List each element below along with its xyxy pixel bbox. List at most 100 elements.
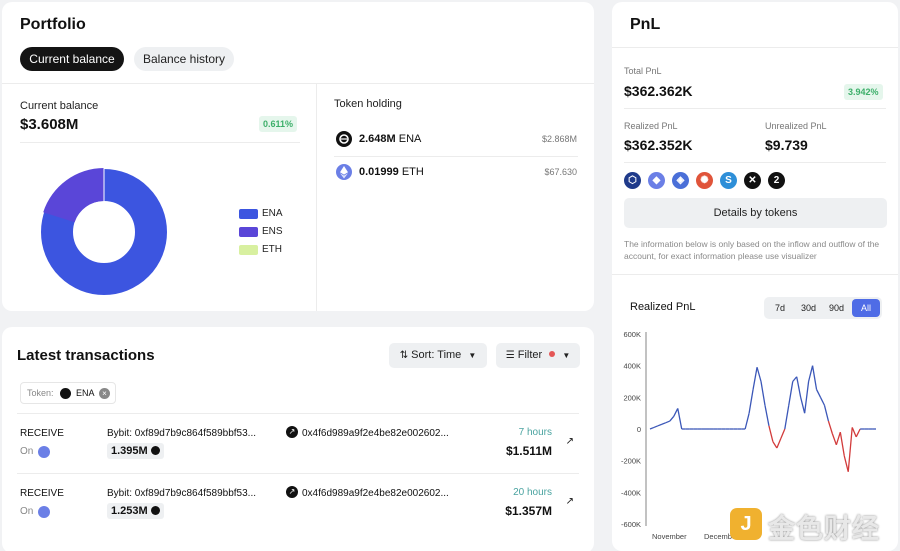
realized-pnl-value: $362.352K	[624, 137, 693, 153]
tab-all[interactable]: All	[852, 299, 880, 317]
tx-to-address[interactable]: 0x4f6d989a9f2e4be82e002602...	[302, 428, 449, 439]
mantle-icon[interactable]: ✺	[696, 172, 713, 189]
divider	[17, 473, 579, 474]
series-line-segment	[772, 441, 778, 449]
token-filter-value: ENA	[76, 388, 95, 398]
arrow-right-icon: ↗	[286, 426, 298, 438]
holding-symbol: ETH	[401, 166, 424, 178]
series-line-segment	[764, 405, 770, 426]
series-line-segment	[811, 365, 818, 390]
legend-label-ena: ENA	[262, 208, 283, 219]
external-link-icon[interactable]: ↗	[565, 436, 574, 447]
eth-icon	[38, 446, 50, 458]
tab-7d[interactable]: 7d	[774, 303, 785, 313]
holding-ena[interactable]: 2.648M ENA	[359, 133, 421, 145]
divider	[624, 162, 886, 163]
divider	[612, 47, 898, 48]
y-tick-label: 400K	[623, 362, 641, 371]
tx-amount: 1.395M	[107, 443, 164, 459]
filter-button[interactable]: ☰ Filter ▼	[496, 343, 580, 368]
x-icon[interactable]: ✕	[744, 172, 761, 189]
transactions-title: Latest transactions	[17, 347, 155, 364]
details-by-tokens-button[interactable]: Details by tokens	[624, 198, 887, 228]
token-filter-chip[interactable]: Token: ENA ×	[20, 382, 116, 404]
sort-button[interactable]: ⇅ Sort: Time ▼	[389, 343, 487, 368]
series-line-segment	[827, 420, 834, 434]
chevron-down-icon: ▼	[562, 351, 571, 360]
ena-icon	[150, 506, 160, 515]
total-pnl-label: Total PnL	[624, 66, 662, 76]
realized-pnl-chart-title: Realized PnL	[630, 301, 696, 313]
tx-amount: 1.253M	[107, 503, 164, 519]
table-row[interactable]: RECEIVE On Bybit: 0xf89d7b9c864f589bbf53…	[2, 474, 594, 532]
chainlink-icon[interactable]: ⬡	[624, 172, 641, 189]
tab-90d[interactable]: 90d	[828, 303, 845, 313]
fantom-icon[interactable]: ◈	[672, 172, 689, 189]
series-line-segment	[669, 415, 675, 422]
y-tick-label: 200K	[623, 393, 641, 402]
series-line-segment	[673, 408, 679, 417]
legend-swatch-eth	[239, 245, 258, 255]
series-line-segment	[819, 397, 826, 406]
series-line-segment	[847, 427, 853, 472]
donut-slice-ens	[43, 168, 104, 223]
current-balance-label: Current balance	[20, 100, 99, 112]
filter-active-dot	[549, 351, 556, 357]
ena-icon	[60, 388, 71, 399]
series-line-segment	[851, 427, 857, 438]
ena-icon	[336, 131, 352, 147]
series-line-segment	[665, 420, 671, 424]
series-line-segment	[760, 381, 766, 406]
tx-to-address[interactable]: 0x4f6d989a9f2e4be82e002602...	[302, 488, 449, 499]
legend-label-eth: ETH	[262, 244, 282, 255]
y-tick-label: 600K	[623, 330, 641, 339]
series-line-segment	[855, 428, 861, 438]
holding-amount: 2.648M	[359, 133, 396, 145]
close-icon[interactable]: ×	[99, 388, 110, 399]
eth-icon	[38, 506, 50, 518]
tx-on-label: On	[20, 506, 34, 517]
pnl-note: The information below is only based on t…	[624, 239, 880, 261]
tx-amount-value: 1.395M	[111, 445, 148, 457]
series-line-segment	[792, 376, 798, 382]
series-line-segment	[752, 367, 758, 390]
eth-icon[interactable]: ◆	[648, 172, 665, 189]
y-tick-label: -600K	[621, 520, 641, 529]
tx-time: 7 hours	[518, 427, 552, 438]
divider	[17, 413, 579, 414]
series-line-segment	[649, 426, 655, 430]
divider	[334, 156, 578, 157]
eth-icon	[336, 164, 352, 180]
portfolio-card: Portfolio Current balance Balance histor…	[2, 2, 594, 311]
more-tokens-count[interactable]: 2	[768, 172, 785, 189]
tx-time: 20 hours	[513, 487, 552, 498]
holding-eth[interactable]: 0.01999 ETH	[359, 166, 424, 178]
external-link-icon[interactable]: ↗	[565, 496, 574, 507]
series-line-segment	[839, 432, 845, 457]
series-line-segment	[653, 425, 659, 429]
y-tick-label: 0	[637, 425, 641, 434]
watermark-text: 金色财经	[768, 514, 880, 544]
series-line-segment	[744, 413, 750, 430]
series-line-segment	[776, 438, 782, 449]
watermark-logo-icon: J	[730, 508, 762, 540]
tx-from-address[interactable]: Bybit: 0xf89d7b9c864f589bbf53...	[107, 488, 257, 499]
table-row[interactable]: RECEIVE On Bybit: 0xf89d7b9c864f589bbf53…	[2, 414, 594, 472]
series-line-segment	[677, 408, 683, 430]
divider	[612, 274, 898, 275]
series-line-segment	[815, 389, 822, 398]
tx-usd: $1.357M	[505, 504, 552, 518]
tab-30d[interactable]: 30d	[800, 303, 817, 313]
ena-icon	[150, 446, 160, 455]
series-line-segment	[843, 455, 849, 472]
y-tick-label: -200K	[621, 457, 641, 466]
series-line-segment	[748, 389, 754, 414]
holding-amount: 0.01999	[359, 166, 399, 178]
sort-icon: ⇅	[399, 350, 409, 361]
tx-from-address[interactable]: Bybit: 0xf89d7b9c864f589bbf53...	[107, 428, 257, 439]
tab-balance-history[interactable]: Balance history	[134, 47, 234, 71]
token-filter-label: Token:	[27, 388, 54, 398]
change-badge: 0.611%	[259, 116, 298, 132]
tab-current-balance[interactable]: Current balance	[20, 47, 124, 71]
sui-icon[interactable]: S	[720, 172, 737, 189]
